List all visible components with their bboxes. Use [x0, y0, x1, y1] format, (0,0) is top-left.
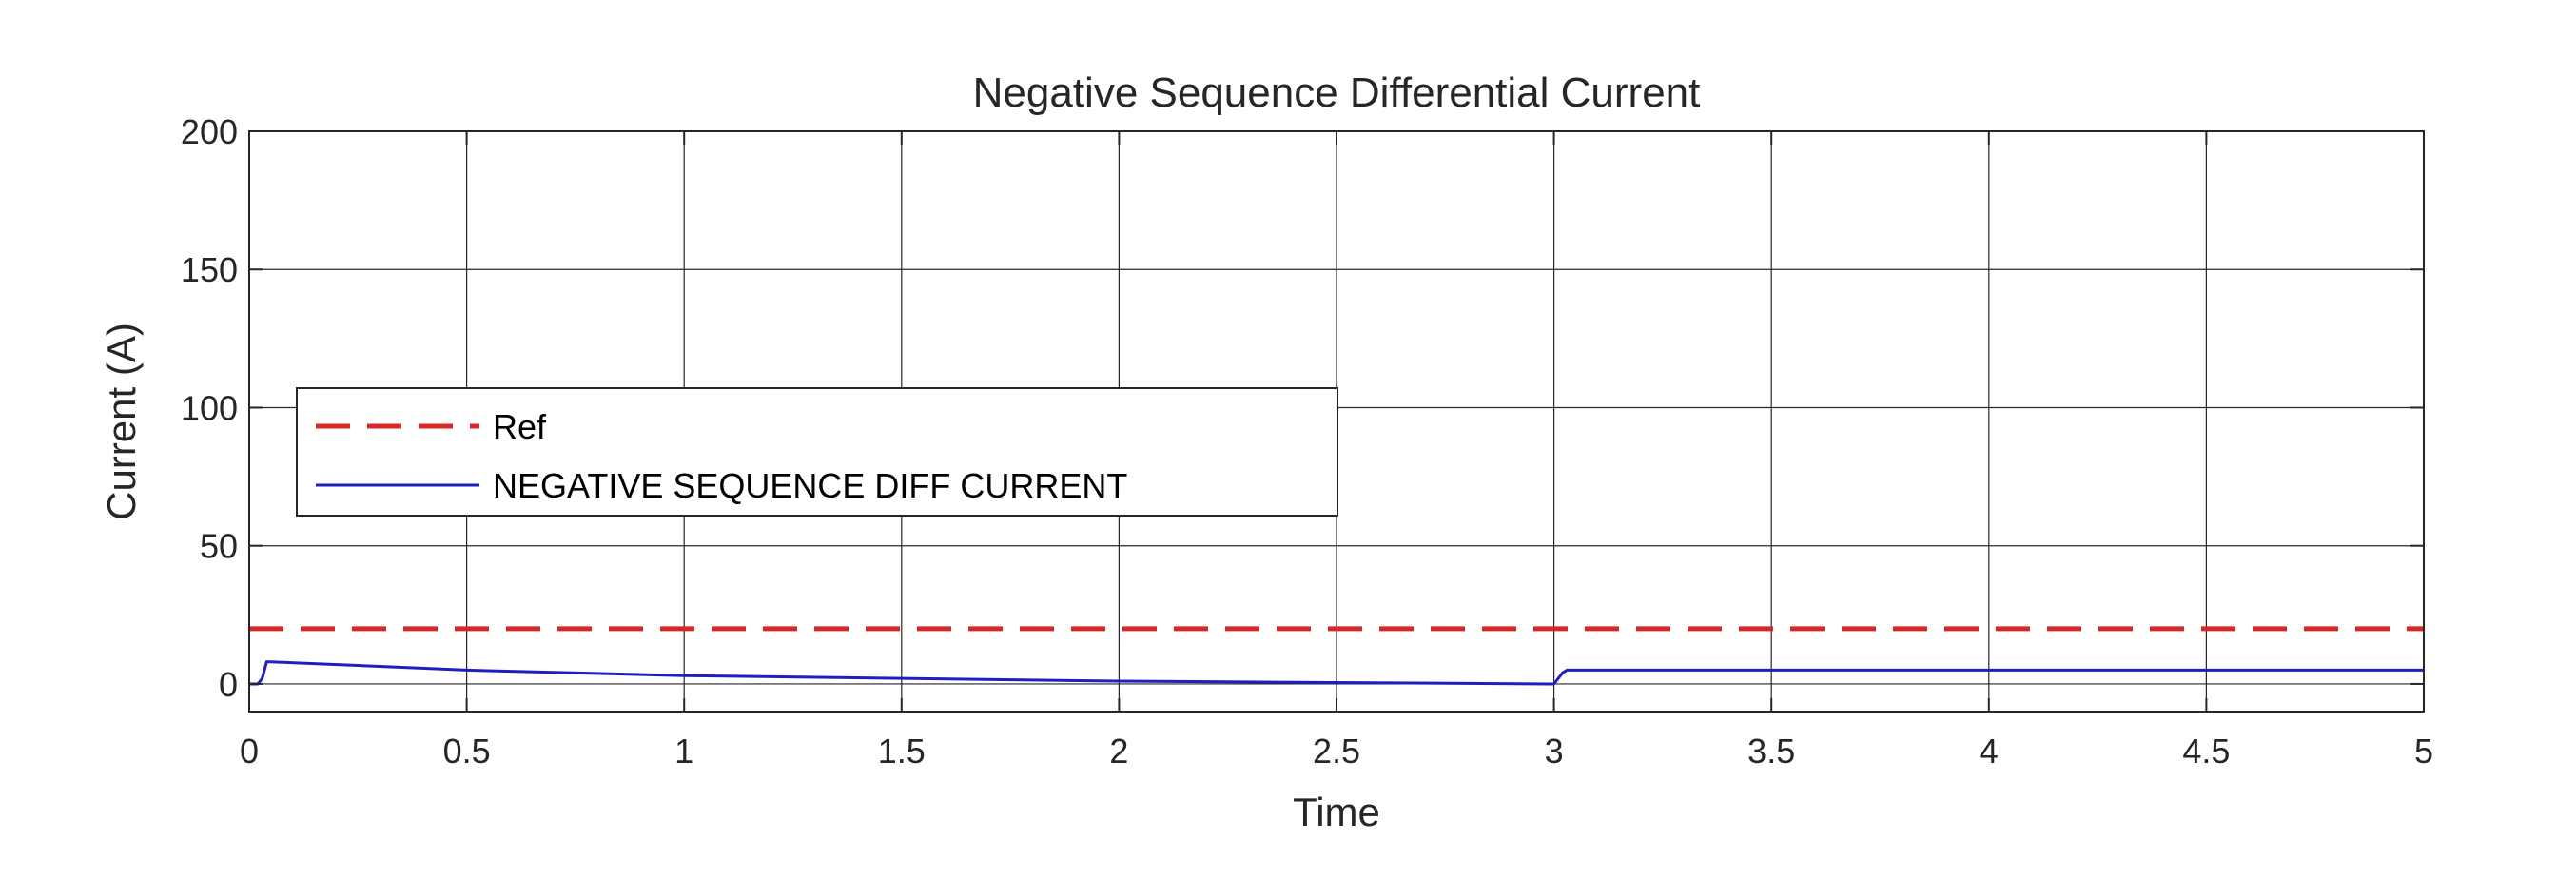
y-tick-label: 150 — [181, 250, 238, 289]
x-tick-label: 0 — [240, 732, 259, 771]
x-tick-label: 5 — [2414, 732, 2433, 771]
y-tick-label: 50 — [200, 527, 238, 566]
x-tick-label: 3.5 — [1747, 732, 1795, 771]
x-tick-label: 1 — [674, 732, 693, 771]
y-axis-label: Current (A) — [99, 322, 144, 520]
x-tick-label: 0.5 — [443, 732, 491, 771]
x-tick-label: 1.5 — [878, 732, 926, 771]
y-tick-label: 100 — [181, 388, 238, 427]
legend-label-ref: Ref — [493, 407, 547, 446]
y-tick-label: 0 — [219, 665, 238, 704]
x-tick-label: 4.5 — [2182, 732, 2230, 771]
series-line-negative-sequence-diff-current — [249, 660, 2424, 686]
chart-title: Negative Sequence Differential Current — [973, 69, 1701, 116]
x-tick-label: 3 — [1545, 732, 1564, 771]
legend: Ref NEGATIVE SEQUENCE DIFF CURRENT — [296, 387, 1338, 517]
legend-label-negative-sequence-diff-current: NEGATIVE SEQUENCE DIFF CURRENT — [493, 466, 1127, 505]
x-tick-label: 2 — [1109, 732, 1128, 771]
y-tick-label: 200 — [181, 112, 238, 151]
series-layer — [249, 626, 2424, 686]
x-axis-label: Time — [1293, 790, 1380, 834]
legend-box — [296, 387, 1338, 517]
x-tick-label: 4 — [1980, 732, 1999, 771]
x-tick-label: 2.5 — [1313, 732, 1360, 771]
